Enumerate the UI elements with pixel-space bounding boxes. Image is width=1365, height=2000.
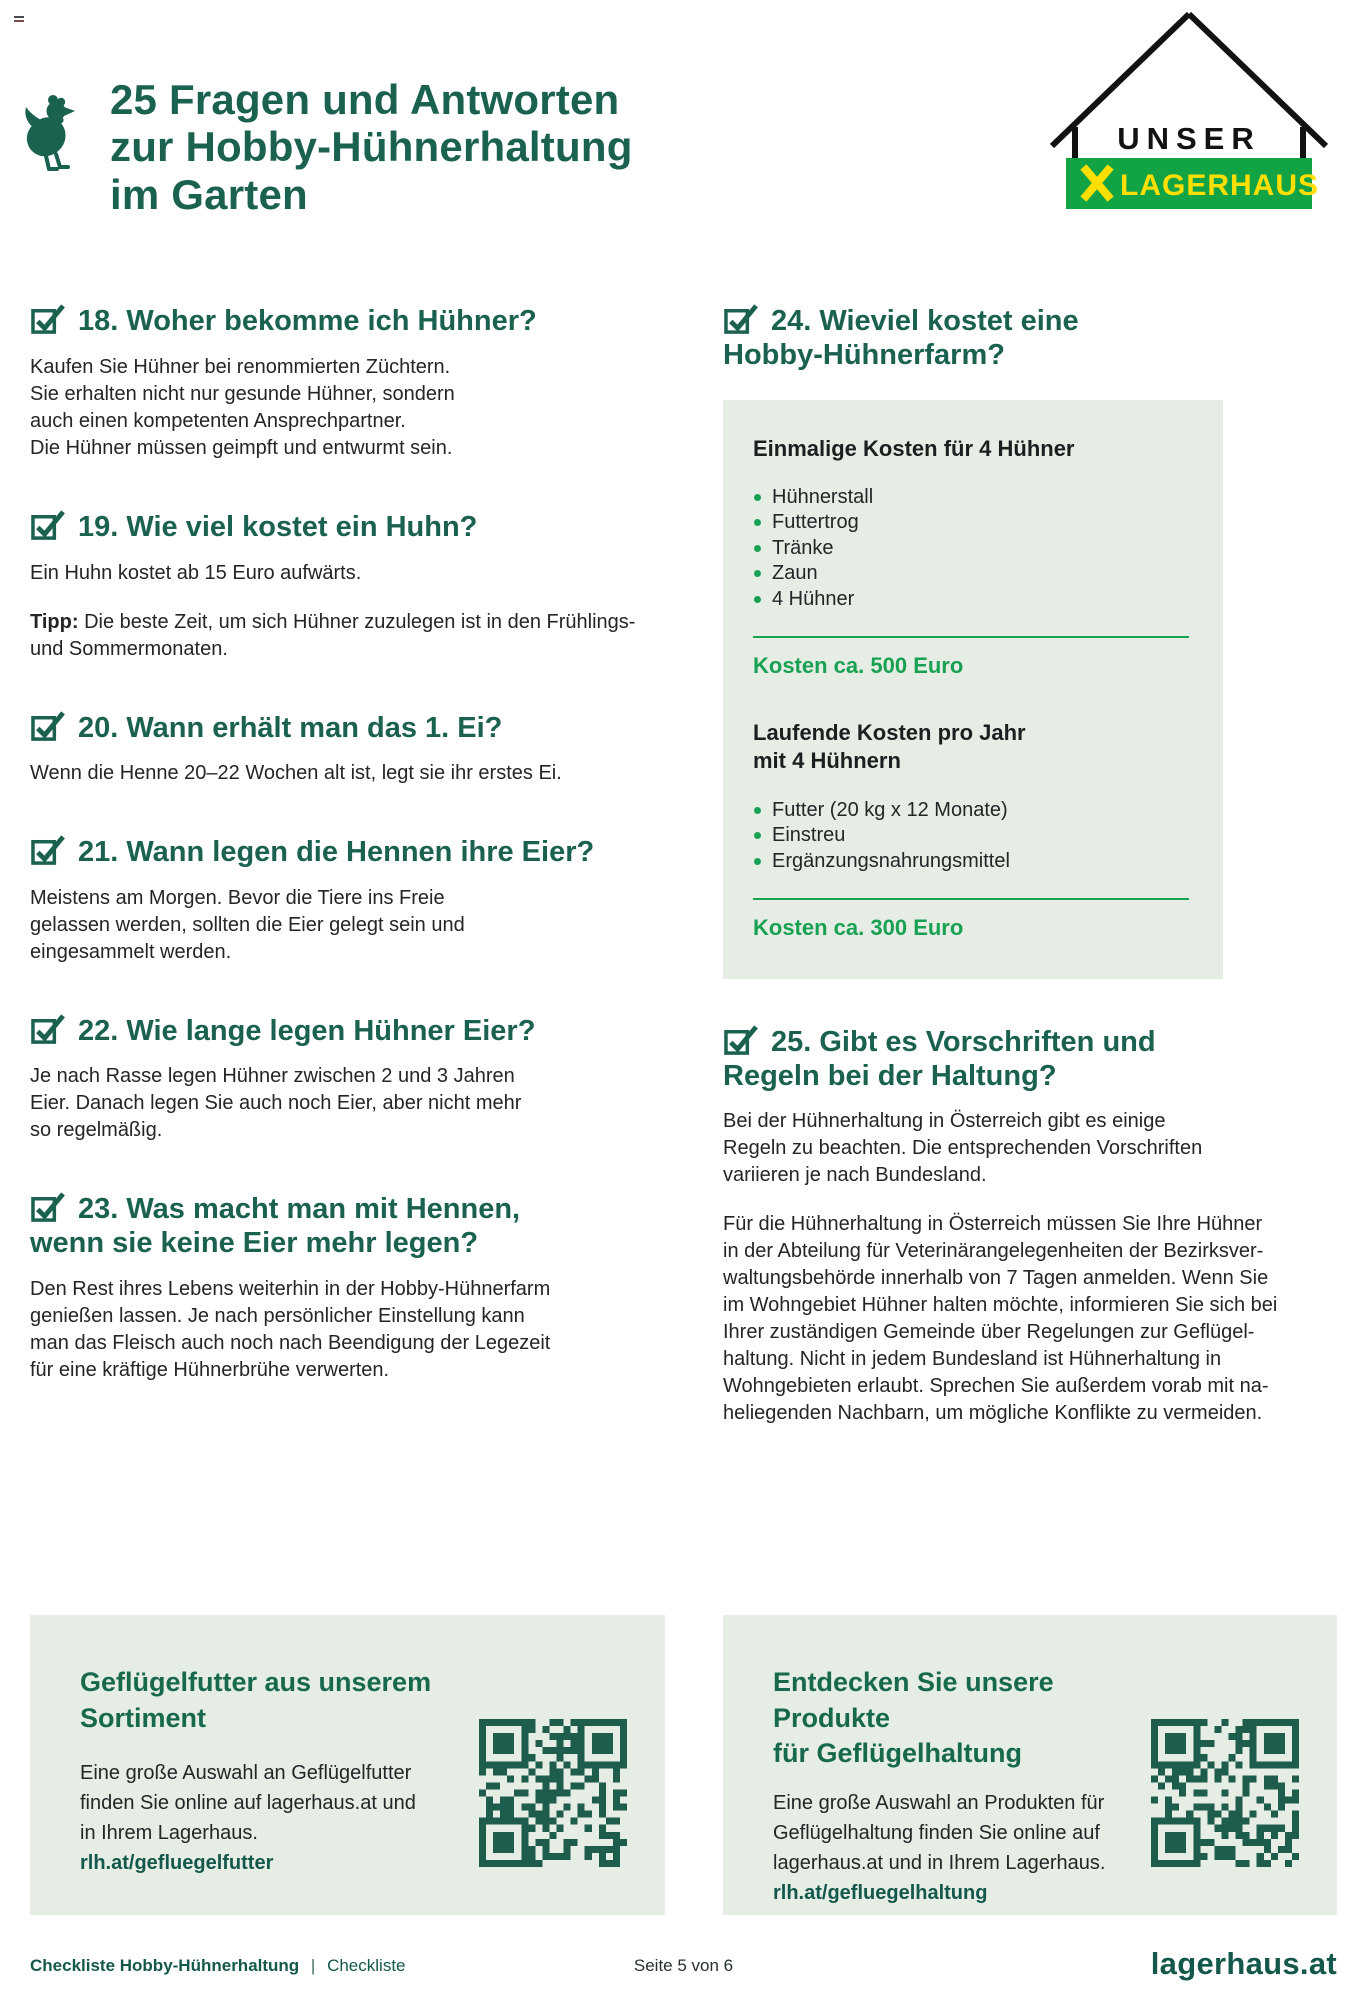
question-25-heading: 25. Gibt es Vorschriften und Regeln bei … [723,1023,1337,1093]
chicken-icon [25,95,75,171]
running-costs-total: Kosten ca. 300 Euro [753,915,964,941]
divider [753,636,1189,639]
page-number: Seite 5 von 6 [633,1956,734,1975]
logo-upper-text: UNSER [1117,121,1261,156]
page-title: 25 Fragen und Antworten zur Hobby-Hühner… [110,76,633,218]
question-23: 23. Was macht man mit Hennen, wenn sie k… [30,1190,665,1383]
question-21-heading: 21. Wann legen die Hennen ihre Eier? [30,833,665,870]
gable-cross-icon [1080,164,1114,202]
cost-box: Einmalige Kosten für 4 Hühner Hühnerstal… [723,399,1223,980]
one-time-costs-total: Kosten ca. 500 Euro [753,653,964,679]
footer-brand-link[interactable]: lagerhaus.at [1150,1946,1337,1981]
question-22: 22. Wie lange legen Hühner Eier? Je nach… [30,1012,665,1145]
question-25-answer-p2: Für die Hühnerhaltung in Österreich müss… [723,1213,1278,1425]
question-21-answer: Meistens am Morgen. Bevor die Tiere ins … [30,886,465,963]
page-corner-mark [14,16,24,18]
question-23-answer: Den Rest ihres Lebens weiterhin in der H… [30,1277,551,1381]
promo-text: Entdecken Sie unsere Produkte für Geflüg… [773,1665,1151,1915]
question-20: 20. Wann erhält man das 1. Ei? Wenn die … [30,709,665,788]
checkbox-checked-icon [31,1192,65,1223]
checkbox-checked-icon [31,304,65,335]
footer-document-info: Checkliste Hobby-Hühnerhaltung | Checkli… [30,1956,406,1976]
checkbox-checked-icon [31,510,65,540]
qr-code [1151,1719,1299,1867]
question-22-heading: 22. Wie lange legen Hühner Eier? [30,1012,665,1049]
list-item: 4 Hühner [753,587,1189,613]
question-20-heading: 20. Wann erhält man das 1. Ei? [30,709,665,746]
question-18: 18. Woher bekomme ich Hühner? Kaufen Sie… [30,302,665,462]
question-24: 24. Wieviel kostet eine Hobby-Hühnerfarm… [723,302,1337,980]
question-18-answer: Kaufen Sie Hühner bei renommierten Zücht… [30,355,455,459]
question-19-heading: 19. Wie viel kostet ein Huhn? [30,508,665,545]
question-22-answer: Je nach Rasse legen Hühner zwischen 2 un… [30,1065,522,1142]
list-item: Hühnerstall [753,485,1189,511]
footer-doc-sub: Checkliste [327,1956,406,1975]
question-25-answer-p1: Bei der Hühnerhaltung in Österreich gibt… [723,1110,1203,1187]
footer-separator: | [310,1956,316,1975]
promo-body: Eine große Auswahl an Geflügelfutter fin… [80,1762,416,1845]
promo-text: Geflügelfutter aus unserem Sortiment Ein… [80,1665,479,1915]
page-header: 25 Fragen und Antworten zur Hobby-Hühner… [0,0,1365,218]
column-right: 24. Wieviel kostet eine Hobby-Hühnerfarm… [723,302,1337,1429]
footer-doc-title: Checkliste Hobby-Hühnerhaltung [30,1956,300,1975]
lagerhaus-logo: UNSER LAGERHAUS [1049,11,1329,209]
one-time-costs-list: Hühnerstall Futtertrog Tränke Zaun 4 Hüh… [753,485,1189,613]
promo-box-gefluegelhaltung: Entdecken Sie unsere Produkte für Geflüg… [723,1615,1337,1915]
tip-text: Die beste Zeit, um sich Hühner zuzulegen… [30,610,636,660]
checkbox-checked-icon [724,304,758,335]
tip-note: Tipp: Die beste Zeit, um sich Hühner zuz… [30,609,665,663]
checkbox-checked-icon [724,1025,758,1055]
tip-label: Tipp: [30,610,79,633]
list-item: Tränke [753,536,1189,562]
list-item: Futter (20 kg x 12 Monate) [753,798,1189,824]
question-19-answer: Ein Huhn kostet ab 15 Euro aufwärts. [30,561,362,584]
promo-section: Geflügelfutter aus unserem Sortiment Ein… [30,1615,1337,1915]
divider [753,898,1189,901]
page-footer: Checkliste Hobby-Hühnerhaltung | Checkli… [30,1936,1337,1982]
content-columns: 18. Woher bekomme ich Hühner? Kaufen Sie… [0,218,1365,1429]
logo-brand-text: LAGERHAUS [1120,169,1319,202]
qr-code [479,1719,627,1867]
list-item: Zaun [753,561,1189,587]
running-costs-list: Futter (20 kg x 12 Monate) Einstreu Ergä… [753,798,1189,875]
list-item: Einstreu [753,823,1189,849]
promo-link[interactable]: rlh.at/gefluegelfutter [80,1852,274,1875]
question-24-heading: 24. Wieviel kostet eine Hobby-Hühnerfarm… [723,302,1337,372]
question-20-answer: Wenn die Henne 20–22 Wochen alt ist, leg… [30,762,562,785]
checkbox-checked-icon [31,1014,65,1044]
question-19: 19. Wie viel kostet ein Huhn? Ein Huhn k… [30,508,665,663]
one-time-costs-title: Einmalige Kosten für 4 Hühner [753,435,1075,461]
question-25: 25. Gibt es Vorschriften und Regeln bei … [723,1023,1337,1427]
promo-title: Geflügelfutter aus unserem Sortiment [80,1667,432,1733]
question-23-heading: 23. Was macht man mit Hennen, wenn sie k… [30,1190,665,1260]
checkbox-checked-icon [31,835,65,866]
question-18-heading: 18. Woher bekomme ich Hühner? [30,302,665,339]
promo-box-gefluegelfutter: Geflügelfutter aus unserem Sortiment Ein… [30,1615,665,1915]
checkbox-checked-icon [31,710,65,741]
question-21: 21. Wann legen die Hennen ihre Eier? Mei… [30,833,665,966]
promo-title: Entdecken Sie unsere Produkte für Geflüg… [773,1667,1054,1769]
list-item: Futtertrog [753,510,1189,536]
column-left: 18. Woher bekomme ich Hühner? Kaufen Sie… [30,302,665,1429]
promo-body: Eine große Auswahl an Produkten für Gefl… [773,1791,1106,1874]
promo-link[interactable]: rlh.at/gefluegelhaltung [773,1881,988,1904]
running-costs-title: Laufende Kosten pro Jahr mit 4 Hühnern [753,720,1026,774]
list-item: Ergänzungsnahrungsmittel [753,849,1189,875]
